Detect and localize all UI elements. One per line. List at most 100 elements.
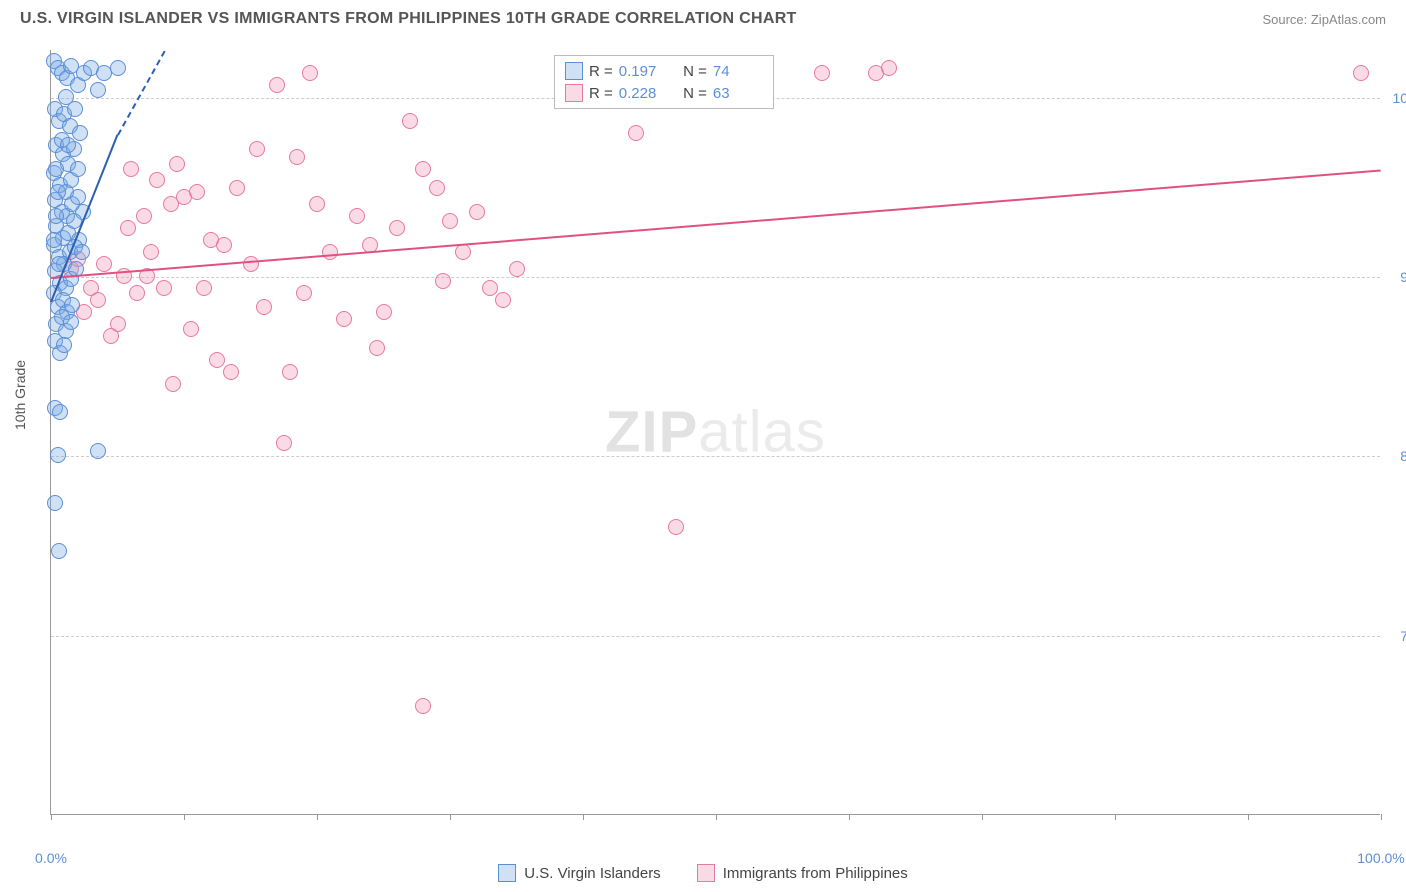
data-point	[814, 65, 830, 81]
data-point	[209, 352, 225, 368]
r-label: R =	[589, 85, 613, 102]
data-point	[282, 364, 298, 380]
data-point	[229, 180, 245, 196]
stat-legend-row: R =0.197 N =74	[565, 60, 763, 82]
data-point	[48, 161, 64, 177]
n-value: 74	[713, 63, 763, 80]
data-point	[120, 220, 136, 236]
data-point	[110, 316, 126, 332]
legend-swatch	[498, 864, 516, 882]
data-point	[123, 161, 139, 177]
legend-swatch	[697, 864, 715, 882]
data-point	[455, 244, 471, 260]
data-point	[50, 447, 66, 463]
x-tick	[184, 814, 185, 820]
data-point	[58, 89, 74, 105]
data-point	[47, 495, 63, 511]
data-point	[376, 304, 392, 320]
data-point	[349, 208, 365, 224]
data-point	[429, 180, 445, 196]
data-point	[469, 204, 485, 220]
data-point	[46, 232, 62, 248]
data-point	[296, 285, 312, 301]
trend-line	[51, 170, 1381, 280]
bottom-legend: U.S. Virgin Islanders Immigrants from Phi…	[0, 864, 1406, 882]
r-value: 0.228	[619, 85, 669, 102]
chart-source: Source: ZipAtlas.com	[1262, 12, 1386, 27]
data-point	[48, 208, 64, 224]
legend-swatch	[565, 62, 583, 80]
data-point	[90, 82, 106, 98]
data-point	[96, 256, 112, 272]
n-label: N =	[675, 63, 707, 80]
data-point	[60, 137, 76, 153]
data-point	[51, 543, 67, 559]
bottom-legend-item: Immigrants from Philippines	[697, 864, 908, 882]
r-label: R =	[589, 63, 613, 80]
x-tick	[849, 814, 850, 820]
data-point	[269, 77, 285, 93]
legend-swatch	[565, 84, 583, 102]
data-point	[243, 256, 259, 272]
data-point	[72, 125, 88, 141]
data-point	[509, 261, 525, 277]
data-point	[1353, 65, 1369, 81]
data-point	[442, 213, 458, 229]
x-tick	[583, 814, 584, 820]
legend-label: U.S. Virgin Islanders	[524, 865, 660, 882]
data-point	[389, 220, 405, 236]
data-point	[52, 404, 68, 420]
data-point	[276, 435, 292, 451]
data-point	[289, 149, 305, 165]
data-point	[216, 237, 232, 253]
n-label: N =	[675, 85, 707, 102]
x-tick	[982, 814, 983, 820]
data-point	[156, 280, 172, 296]
data-point	[256, 299, 272, 315]
data-point	[149, 172, 165, 188]
y-tick-label: 77.5%	[1385, 628, 1406, 644]
data-point	[336, 311, 352, 327]
data-point	[482, 280, 498, 296]
data-point	[369, 340, 385, 356]
data-point	[165, 376, 181, 392]
gridline	[51, 456, 1380, 457]
data-point	[74, 244, 90, 260]
gridline	[51, 636, 1380, 637]
data-point	[309, 196, 325, 212]
x-tick	[1115, 814, 1116, 820]
data-point	[223, 364, 239, 380]
data-point	[110, 60, 126, 76]
data-point	[628, 125, 644, 141]
data-point	[322, 244, 338, 260]
data-point	[495, 292, 511, 308]
data-point	[249, 141, 265, 157]
x-tick	[317, 814, 318, 820]
data-point	[668, 519, 684, 535]
y-tick-label: 85.0%	[1385, 448, 1406, 464]
data-point	[881, 60, 897, 76]
stat-legend-row: R = 0.228 N = 63	[565, 82, 763, 104]
y-tick-label: 100.0%	[1385, 90, 1406, 106]
chart-title: U.S. VIRGIN ISLANDER VS IMMIGRANTS FROM …	[20, 10, 797, 28]
x-tick	[51, 814, 52, 820]
data-point	[196, 280, 212, 296]
data-point	[415, 698, 431, 714]
data-point	[136, 208, 152, 224]
data-point	[169, 156, 185, 172]
data-point	[129, 285, 145, 301]
n-value: 63	[713, 85, 763, 102]
data-point	[435, 273, 451, 289]
data-point	[189, 184, 205, 200]
data-point	[63, 314, 79, 330]
data-point	[70, 161, 86, 177]
data-point	[183, 321, 199, 337]
chart-plot-area: ZIPatlas 77.5%85.0%92.5%100.0%0.0%100.0%	[50, 50, 1380, 815]
data-point	[50, 184, 66, 200]
stat-legend-box: R =0.197 N =74R =0.228 N =63	[554, 55, 774, 109]
x-tick	[716, 814, 717, 820]
gridline	[51, 277, 1380, 278]
data-point	[402, 113, 418, 129]
data-point	[302, 65, 318, 81]
bottom-legend-item: U.S. Virgin Islanders	[498, 864, 660, 882]
